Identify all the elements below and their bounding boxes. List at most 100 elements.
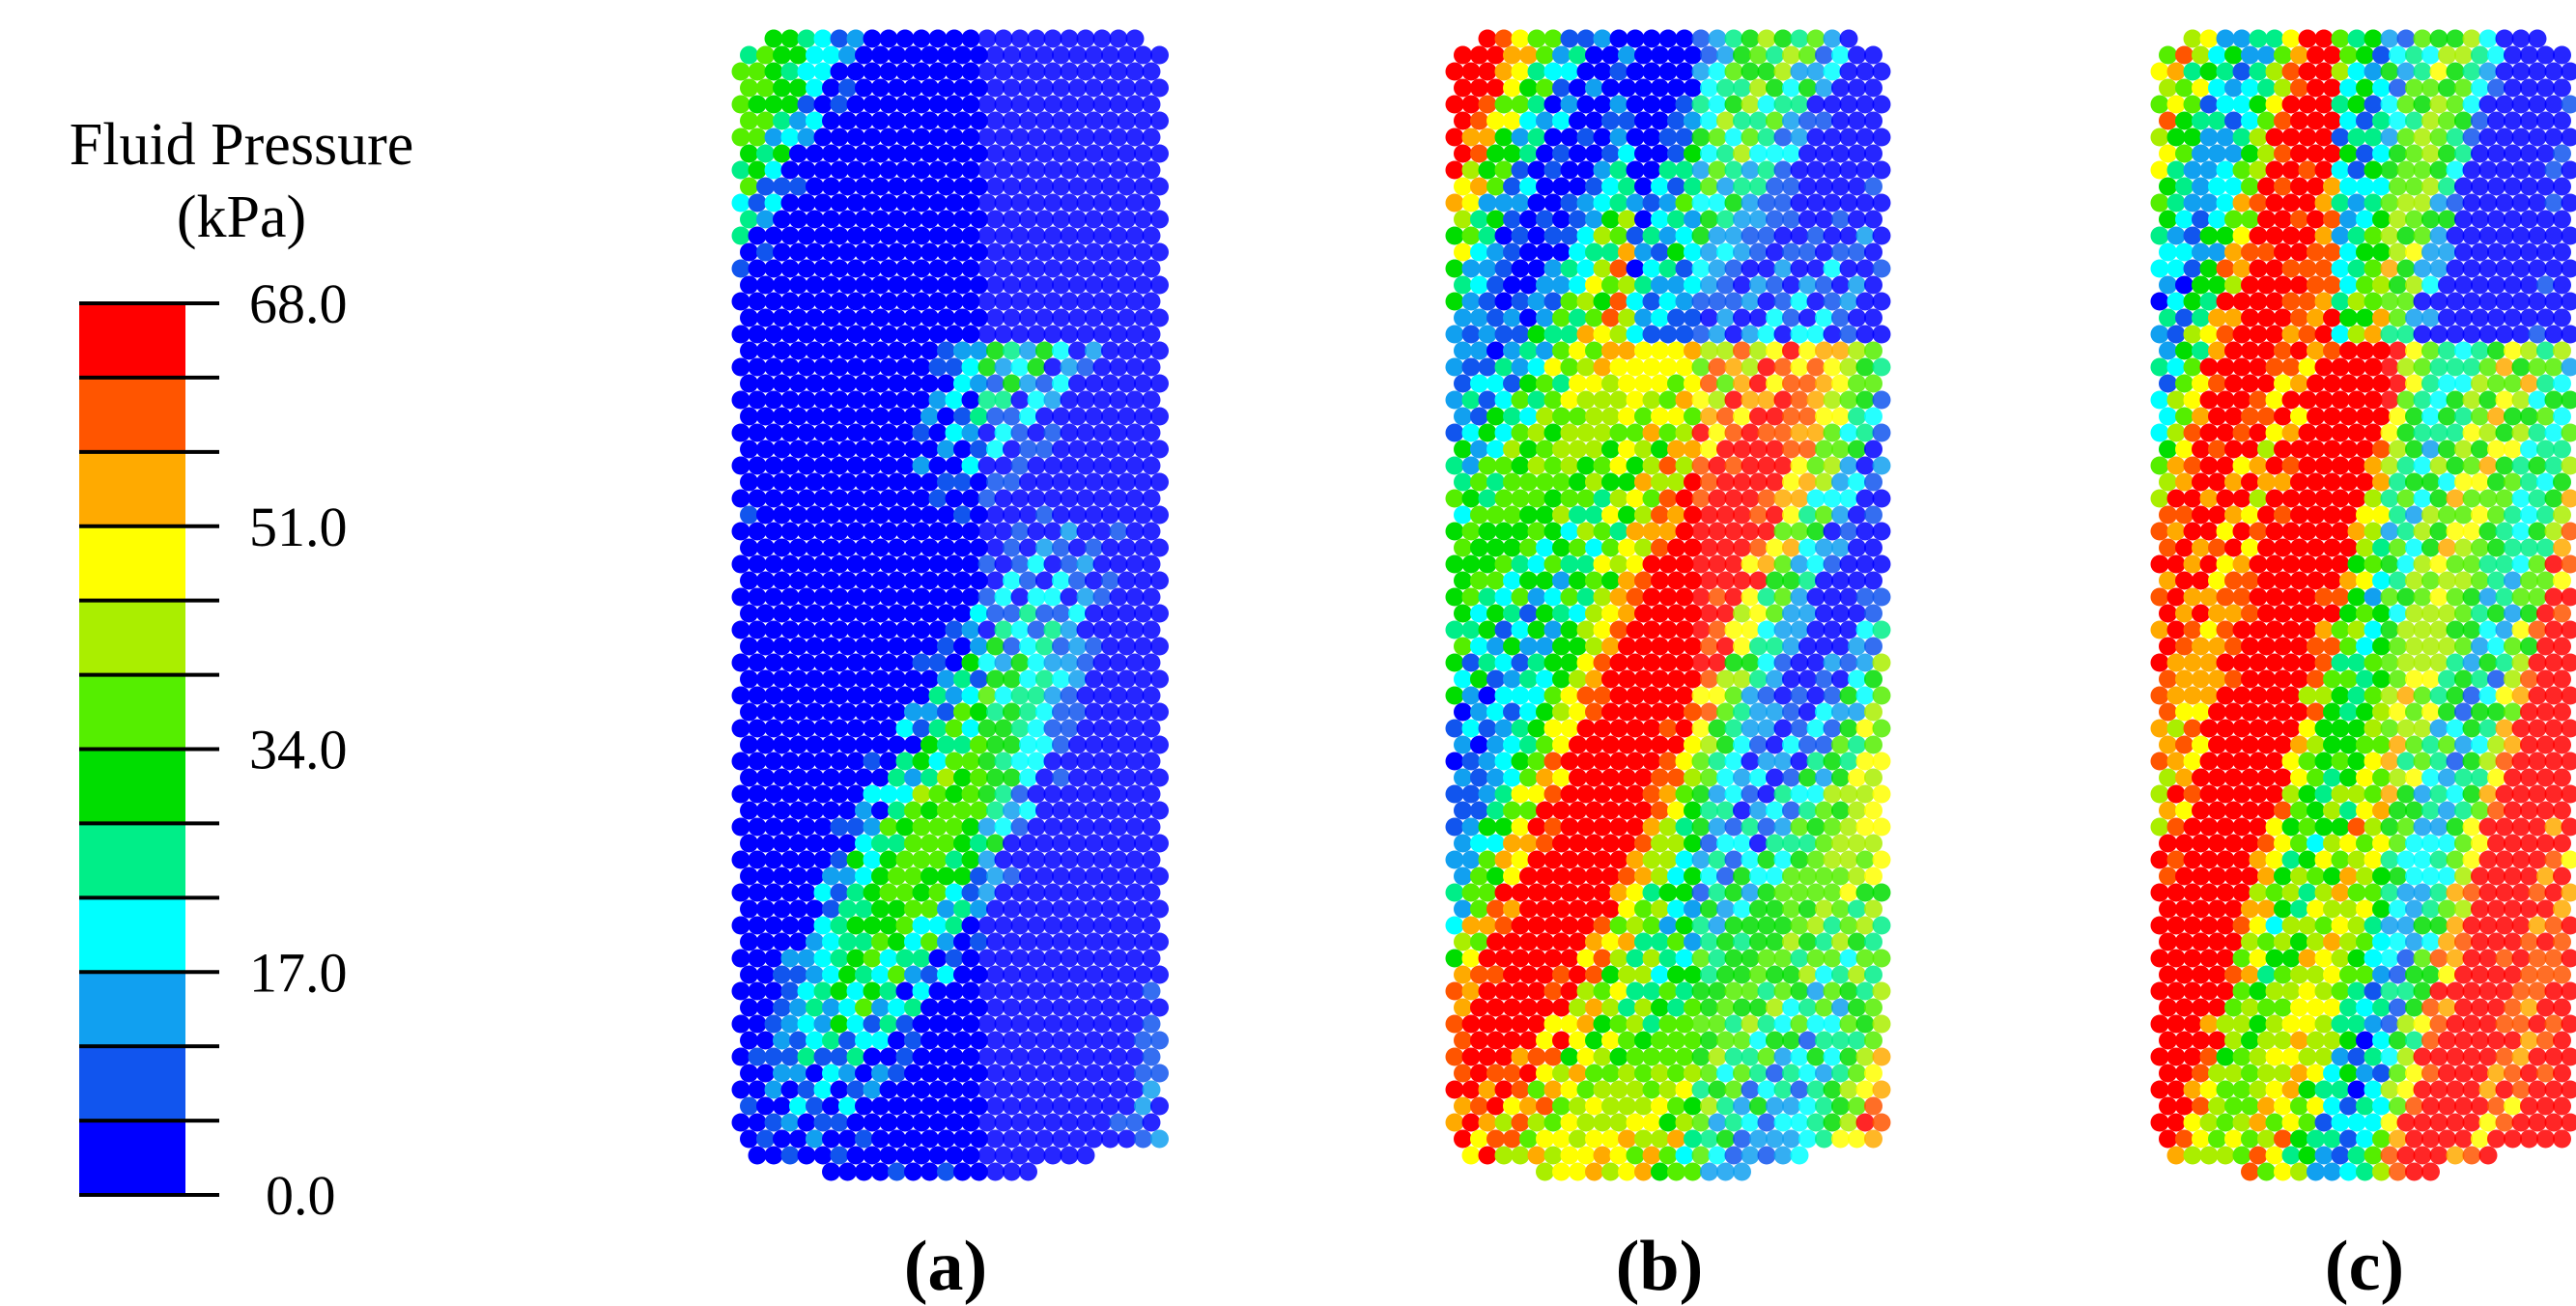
- particle: [1839, 1014, 1858, 1034]
- particle: [2199, 325, 2219, 344]
- particle: [1716, 538, 1735, 557]
- particle: [1700, 1031, 1718, 1050]
- particle: [1667, 275, 1685, 295]
- particle: [879, 850, 898, 869]
- particle: [1470, 998, 1488, 1017]
- particle: [1684, 571, 1702, 590]
- particle: [1872, 489, 1891, 508]
- particle: [2544, 653, 2563, 672]
- particle: [977, 1047, 997, 1066]
- particle: [2356, 308, 2374, 327]
- particle: [1519, 1129, 1538, 1149]
- particle: [855, 932, 873, 951]
- particle: [1773, 784, 1793, 804]
- particle: [1125, 62, 1145, 81]
- colorbar-band: [79, 897, 185, 973]
- particle: [1101, 308, 1119, 327]
- particle: [1766, 78, 1784, 98]
- particle: [1109, 226, 1128, 245]
- particle: [2323, 144, 2341, 163]
- particle: [912, 850, 931, 869]
- particle: [961, 325, 980, 344]
- particle: [2511, 160, 2531, 180]
- particle: [1848, 669, 1866, 689]
- particle: [1593, 883, 1612, 902]
- particle: [1454, 111, 1472, 130]
- colorbar-tick-label: 17.0: [249, 941, 348, 1004]
- particle: [2298, 259, 2317, 278]
- particle: [1052, 965, 1070, 984]
- particle: [1733, 210, 1751, 229]
- particle: [731, 686, 750, 705]
- particle: [937, 45, 955, 65]
- particle: [756, 308, 775, 327]
- particle: [1527, 128, 1546, 147]
- particle: [2249, 128, 2268, 147]
- particle: [1569, 472, 1587, 492]
- particle: [863, 456, 882, 475]
- particle: [1511, 916, 1530, 935]
- particle: [1708, 357, 1727, 377]
- particle: [1536, 604, 1554, 623]
- particle: [1503, 78, 1521, 98]
- particle: [797, 193, 816, 213]
- particle: [2372, 538, 2391, 557]
- particle: [2372, 374, 2391, 393]
- particle: [1642, 883, 1661, 902]
- particle: [977, 226, 997, 245]
- particle: [1839, 883, 1858, 902]
- particle: [1658, 949, 1678, 968]
- particle: [1667, 1129, 1685, 1149]
- particle: [2347, 29, 2366, 48]
- particle: [2553, 702, 2571, 722]
- particle: [953, 735, 972, 754]
- particle: [970, 538, 988, 557]
- particle: [2536, 440, 2555, 459]
- particle: [2561, 292, 2576, 311]
- particle: [977, 752, 997, 771]
- particle: [2356, 571, 2374, 590]
- particle: [1675, 160, 1694, 180]
- particle: [1035, 505, 1054, 525]
- particle: [1010, 1146, 1030, 1165]
- particle: [2413, 62, 2432, 81]
- particle: [888, 275, 906, 295]
- particle: [1626, 620, 1645, 639]
- particle: [2166, 522, 2186, 541]
- particle: [1585, 407, 1603, 426]
- particle: [2175, 571, 2194, 590]
- particle: [1626, 653, 1645, 672]
- particle: [2364, 29, 2383, 48]
- particle: [1634, 1162, 1653, 1181]
- particle: [1068, 341, 1087, 360]
- particle: [1741, 95, 1760, 114]
- particle: [1831, 768, 1850, 787]
- particle: [830, 850, 849, 869]
- particle: [1527, 916, 1546, 935]
- particle: [830, 95, 849, 114]
- particle: [1125, 949, 1145, 968]
- particle: [871, 1096, 890, 1116]
- particle: [1855, 193, 1875, 213]
- particle: [2438, 45, 2456, 65]
- particle: [1626, 719, 1645, 738]
- particle: [797, 390, 816, 410]
- particle: [838, 242, 857, 262]
- particle: [1790, 916, 1809, 935]
- particle: [2396, 686, 2416, 705]
- particle: [1076, 259, 1095, 278]
- particle: [1118, 440, 1136, 459]
- particle: [1823, 1080, 1842, 1099]
- particle: [1494, 325, 1514, 344]
- particle: [1790, 423, 1809, 442]
- particle: [1092, 719, 1112, 738]
- colorbar-tick-label: 68.0: [249, 272, 348, 335]
- particle: [1798, 866, 1817, 886]
- particle: [1782, 78, 1800, 98]
- particle: [1461, 259, 1481, 278]
- particle: [1716, 637, 1735, 656]
- particle: [2487, 472, 2505, 492]
- particle: [740, 801, 758, 820]
- particle: [986, 669, 1005, 689]
- particle: [928, 423, 948, 442]
